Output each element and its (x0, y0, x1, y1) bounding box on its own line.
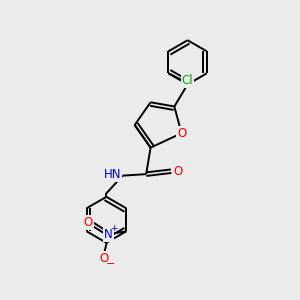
Text: O: O (83, 216, 93, 229)
Text: Cl: Cl (182, 74, 194, 87)
Text: +: + (110, 224, 118, 233)
Text: N: N (104, 228, 113, 241)
Text: O: O (173, 165, 182, 178)
Text: O: O (100, 252, 109, 265)
Text: HN: HN (103, 168, 121, 181)
Text: −: − (105, 259, 115, 269)
Text: O: O (177, 127, 186, 140)
